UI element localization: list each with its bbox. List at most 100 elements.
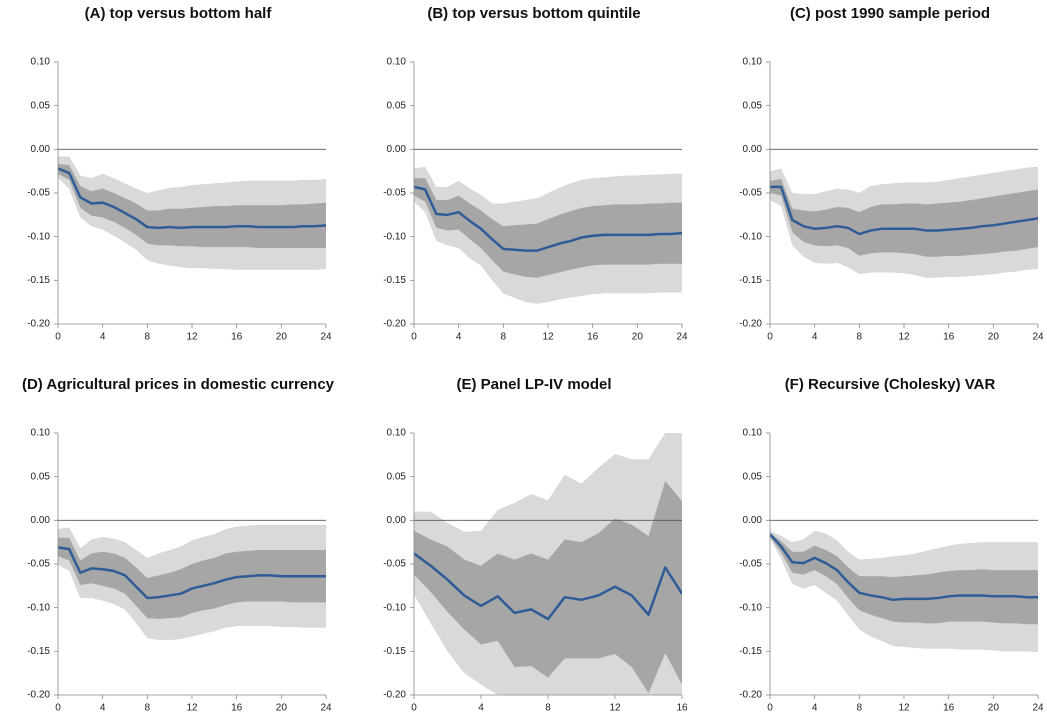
confidence-band [770, 179, 1038, 257]
y-tick-label: -0.10 [383, 602, 406, 613]
panel-title: (F) Recursive (Cholesky) VAR [785, 376, 996, 393]
x-tick-label: 0 [55, 703, 61, 714]
panel: (E) Panel LP-IV model -0.20 -0.15 -0.10 -0.0… [383, 376, 688, 714]
panel: (F) Recursive (Cholesky) VAR -0.20 -0.15 -0… [739, 376, 1044, 714]
y-tick-label: -0.15 [383, 275, 406, 286]
x-tick-label: 4 [812, 703, 818, 714]
x-tick-label: 20 [988, 703, 1000, 714]
x-tick-label: 20 [988, 332, 1000, 343]
impulse-response-line [58, 546, 326, 600]
y-tick-label: -0.15 [383, 646, 406, 657]
x-tick-label: 12 [186, 703, 198, 714]
y-tick-label: -0.05 [739, 188, 762, 199]
panel: (A) top versus bottom half -0.20 -0.15 -0.1… [27, 5, 332, 343]
y-tick-label: 0.10 [743, 57, 763, 68]
y-tick-label: -0.15 [739, 646, 762, 657]
y-tick-label: -0.10 [739, 231, 762, 242]
x-tick-label: 16 [943, 332, 955, 343]
x-tick-label: 12 [186, 332, 198, 343]
confidence-band [414, 178, 682, 278]
y-tick-label: -0.20 [27, 319, 50, 330]
x-tick-label: 16 [676, 703, 688, 714]
y-tick-label: -0.20 [383, 690, 406, 701]
y-tick-label: 0.00 [31, 515, 51, 526]
impulse-response-line [770, 185, 1038, 236]
y-tick-label: 0.05 [31, 100, 51, 111]
x-tick-label: 4 [100, 703, 106, 714]
plot-area [414, 166, 682, 304]
panel: (D) Agricultural prices in domestic curr… [22, 376, 335, 714]
y-tick-label: 0.10 [31, 428, 51, 439]
x-tick-label: 24 [676, 332, 688, 343]
x-tick-label: 24 [320, 332, 332, 343]
x-tick-label: 20 [276, 703, 288, 714]
y-tick-label: 0.10 [387, 428, 407, 439]
panel-title: (A) top versus bottom half [85, 5, 273, 22]
y-tick-label: -0.20 [27, 690, 50, 701]
panel-title: (C) post 1990 sample period [790, 5, 990, 22]
x-tick-label: 16 [231, 332, 243, 343]
y-tick-label: -0.05 [27, 559, 50, 570]
x-tick-label: 20 [632, 332, 644, 343]
y-tick-label: -0.10 [27, 602, 50, 613]
x-tick-label: 8 [501, 332, 507, 343]
y-tick-label: 0.10 [31, 57, 51, 68]
y-tick-label: 0.00 [387, 144, 407, 155]
y-tick-label: 0.00 [743, 515, 763, 526]
y-tick-label: 0.05 [387, 100, 407, 111]
x-tick-label: 12 [542, 332, 554, 343]
y-tick-label: 0.05 [743, 471, 763, 482]
y-tick-label: 0.00 [31, 144, 51, 155]
y-tick-label: -0.10 [383, 231, 406, 242]
y-tick-label: 0.00 [387, 515, 407, 526]
x-tick-label: 4 [812, 332, 818, 343]
plot-area [58, 524, 326, 640]
x-tick-label: 0 [767, 703, 773, 714]
x-tick-label: 16 [943, 703, 955, 714]
y-tick-label: -0.20 [739, 690, 762, 701]
plot-area [58, 156, 326, 270]
y-tick-label: -0.05 [383, 188, 406, 199]
x-tick-label: 16 [231, 703, 243, 714]
x-tick-label: 0 [411, 703, 417, 714]
y-tick-label: -0.05 [27, 188, 50, 199]
y-tick-label: 0.05 [743, 100, 763, 111]
plot-area [414, 433, 682, 695]
y-tick-label: -0.20 [383, 319, 406, 330]
x-tick-label: 8 [857, 703, 863, 714]
x-tick-label: 0 [411, 332, 417, 343]
confidence-band [58, 537, 326, 620]
x-tick-label: 4 [478, 703, 484, 714]
x-tick-label: 20 [276, 332, 288, 343]
x-tick-label: 8 [857, 332, 863, 343]
x-tick-label: 12 [609, 703, 621, 714]
y-tick-label: -0.05 [383, 559, 406, 570]
plot-area [770, 530, 1038, 653]
x-tick-label: 24 [1032, 332, 1044, 343]
x-tick-label: 4 [100, 332, 106, 343]
x-tick-label: 8 [145, 703, 151, 714]
x-tick-label: 8 [145, 332, 151, 343]
y-tick-label: 0.05 [387, 471, 407, 482]
y-tick-label: 0.10 [387, 57, 407, 68]
x-tick-label: 12 [898, 332, 910, 343]
plot-area [770, 166, 1038, 278]
x-tick-label: 12 [898, 703, 910, 714]
panel-title: (D) Agricultural prices in domestic curr… [22, 376, 335, 393]
x-tick-label: 16 [587, 332, 599, 343]
panel-title: (E) Panel LP-IV model [456, 376, 611, 393]
impulse-response-line [414, 552, 682, 621]
x-tick-label: 4 [456, 332, 462, 343]
impulse-response-line [770, 533, 1038, 602]
panel: (B) top versus bottom quintile -0.20 -0.15… [383, 5, 688, 343]
y-tick-label: -0.10 [739, 602, 762, 613]
x-tick-label: 24 [320, 703, 332, 714]
impulse-response-line [414, 185, 682, 252]
y-tick-label: 0.00 [743, 144, 763, 155]
x-tick-label: 0 [767, 332, 773, 343]
y-tick-label: -0.15 [27, 646, 50, 657]
impulse-response-line [58, 167, 326, 230]
y-tick-label: -0.20 [739, 319, 762, 330]
